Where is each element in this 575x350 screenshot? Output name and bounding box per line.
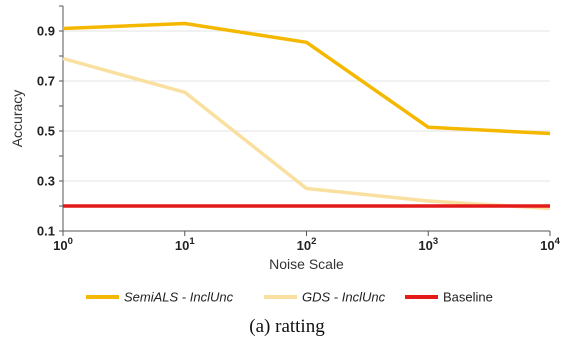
y-tick-label-0: 0.1 <box>37 224 55 239</box>
legend-label-0: SemiALS - InclUnc <box>124 290 234 305</box>
x-axis-title: Noise Scale <box>269 256 344 272</box>
gridlines <box>63 30 550 182</box>
series-line-1 <box>62 56 551 211</box>
tick-labels: 0.1 0.3 0.5 0.7 0.9 100 101 102 103 104 <box>37 24 561 254</box>
y-tick-label-3: 0.7 <box>37 74 55 89</box>
x-tick-label-3: 103 <box>418 236 438 253</box>
y-tick-label-4: 0.9 <box>37 24 55 39</box>
x-tick-label-0: 100 <box>53 236 73 253</box>
figure-caption: (a) ratting <box>249 316 325 337</box>
axes <box>59 5 551 236</box>
x-tick-label-2: 102 <box>297 236 317 253</box>
legend-label-1: GDS - InclUnc <box>302 290 386 305</box>
x-tick-label-4: 104 <box>540 236 560 253</box>
legend-label-2: Baseline <box>443 290 493 305</box>
series-lines <box>62 21 551 211</box>
y-tick-label-2: 0.5 <box>37 124 55 139</box>
legend: SemiALS - InclUnc GDS - InclUnc Baseline <box>86 290 493 305</box>
y-axis-title: Accuracy <box>9 90 25 148</box>
series-line-0 <box>62 21 551 136</box>
y-tick-label-1: 0.3 <box>37 174 55 189</box>
x-tick-label-1: 101 <box>175 236 195 253</box>
